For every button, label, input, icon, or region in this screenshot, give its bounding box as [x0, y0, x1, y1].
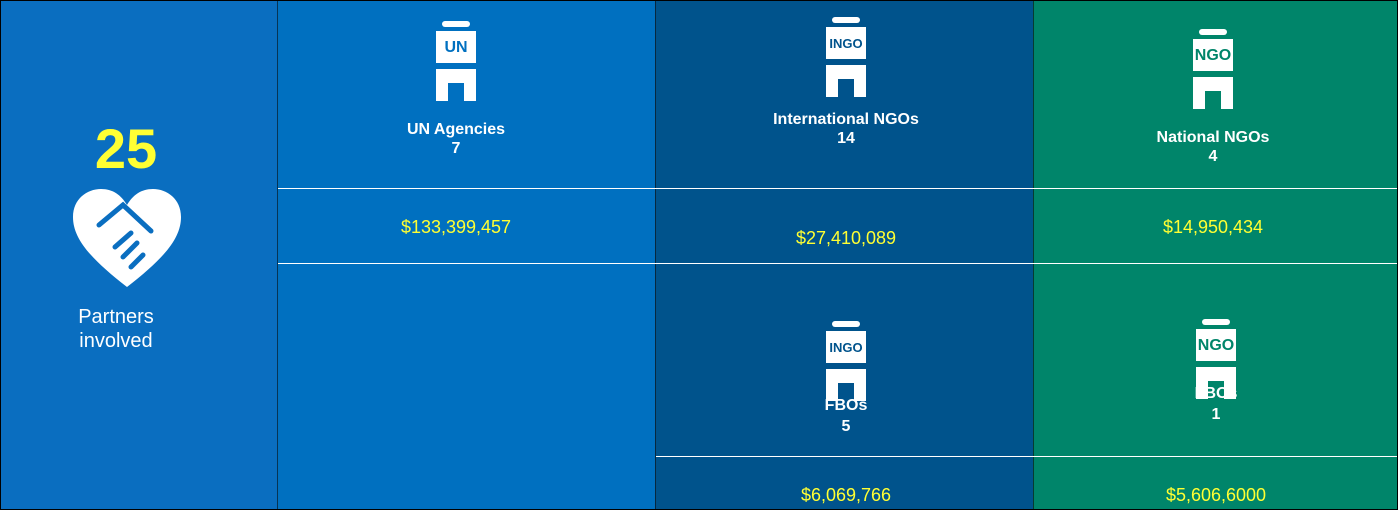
icon-door: [826, 65, 866, 97]
group-amount: $27,410,089: [795, 228, 897, 248]
group-count: 5: [841, 418, 851, 435]
icon-label: INGO: [829, 36, 862, 51]
group-name: FBOs: [824, 397, 868, 414]
partner-label: Partners involved: [78, 306, 154, 352]
group-amount: $6,069,766: [800, 485, 892, 505]
group-count: 1: [1211, 406, 1221, 423]
row-line: [278, 188, 1397, 189]
partner-total: 25: [94, 117, 158, 180]
group-amount: $5,606,6000: [1165, 485, 1267, 505]
building-icon: INGO: [826, 321, 866, 401]
icon-door: [436, 69, 476, 101]
icon-cap: [442, 21, 470, 27]
group-name: National NGOs: [1156, 129, 1270, 146]
row-line: [278, 263, 1397, 264]
icon-sign: [1193, 39, 1233, 71]
icon-sign: [1196, 329, 1236, 361]
icon-label: NGO: [1195, 47, 1231, 64]
building-icon: INGO: [826, 17, 866, 97]
divider: [277, 1, 278, 509]
building-icon: NGO: [1193, 29, 1233, 109]
icon-door: [826, 369, 866, 401]
icon-label: UN: [444, 39, 467, 56]
group-count: 7: [451, 140, 461, 157]
divider: [1033, 1, 1034, 509]
icon-cap: [1199, 29, 1227, 35]
icon-cap: [832, 321, 860, 327]
icon-label: NGO: [1198, 337, 1234, 354]
ingo-column: [655, 1, 1033, 509]
divider: [655, 1, 656, 509]
group-amount: $14,950,434: [1162, 217, 1264, 237]
group-count: 4: [1208, 148, 1218, 165]
icon-cap: [832, 17, 860, 23]
icon-sign: [826, 27, 866, 59]
icon-cap: [1202, 319, 1230, 325]
group-name: UN Agencies: [406, 121, 506, 138]
icon-sign: [436, 31, 476, 63]
icon-sign: [826, 331, 866, 363]
group-name: FBOs: [1194, 385, 1238, 402]
building-icon: NGO: [1196, 319, 1236, 399]
row-line: [656, 456, 1397, 457]
icon-door: [1193, 77, 1233, 109]
icon-door: [1196, 367, 1236, 399]
icon-label: INGO: [829, 340, 862, 355]
group-amount: $133,399,457: [400, 217, 512, 237]
group-count: 14: [837, 130, 855, 147]
handshake-heart-icon: [73, 189, 181, 287]
building-icon: UN: [436, 21, 476, 101]
group-name: International NGOs: [773, 111, 919, 128]
